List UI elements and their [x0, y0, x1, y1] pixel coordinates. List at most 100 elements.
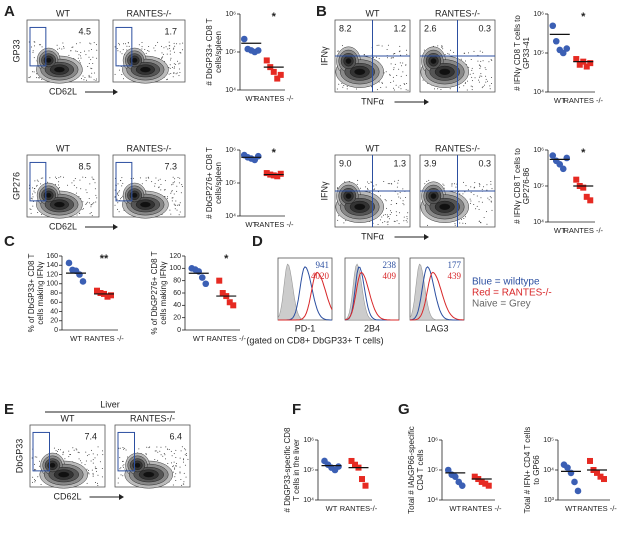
event [459, 222, 461, 224]
event [94, 457, 96, 459]
dot [79, 278, 87, 285]
dot [587, 197, 594, 204]
event [58, 449, 60, 451]
event [367, 187, 369, 189]
event [370, 181, 372, 183]
event [186, 454, 188, 456]
contour [49, 462, 56, 468]
event [97, 446, 99, 448]
event [57, 48, 59, 50]
event [184, 454, 186, 456]
event [147, 50, 149, 52]
event [82, 75, 84, 77]
event [117, 183, 119, 185]
event [81, 462, 83, 464]
event [464, 52, 466, 54]
event [174, 204, 176, 206]
y-tick-label: 10³ [544, 497, 555, 504]
event [93, 79, 95, 81]
gate-value: 6.4 [169, 431, 182, 441]
rantes-curve [278, 271, 333, 321]
y-tick-label: 10⁴ [225, 213, 236, 220]
event [174, 476, 176, 478]
event [490, 59, 492, 61]
event [399, 212, 401, 214]
x-arrowhead [119, 494, 124, 500]
y-tick-label: 20 [50, 318, 58, 325]
event [173, 72, 175, 74]
event [405, 219, 407, 221]
event [82, 176, 84, 178]
y-label: # IFNγ CD8 T cells to [513, 15, 522, 91]
flow-header: RANTES-/- [130, 413, 175, 423]
y-label: cells making IFNγ [36, 261, 45, 324]
event [386, 214, 388, 216]
event [473, 50, 475, 52]
event [179, 471, 181, 473]
contour [131, 57, 138, 63]
event [166, 448, 168, 450]
event [163, 453, 165, 455]
event [434, 88, 436, 90]
event [181, 184, 183, 186]
event [386, 221, 388, 223]
event [402, 200, 404, 202]
event [83, 79, 85, 81]
event [101, 468, 103, 470]
event [394, 53, 396, 55]
event [185, 452, 187, 454]
panel-label: B [316, 3, 327, 20]
event [29, 76, 31, 78]
event [173, 193, 175, 195]
event [473, 203, 475, 205]
quadrant-value: 1.3 [393, 158, 406, 168]
event [385, 71, 387, 73]
event [94, 468, 96, 470]
event [398, 68, 400, 70]
event [343, 222, 345, 224]
event [462, 222, 464, 224]
dot [549, 152, 557, 159]
event [58, 186, 60, 188]
event [394, 180, 396, 182]
dot [274, 75, 281, 82]
event [337, 188, 339, 190]
event [62, 42, 64, 44]
event [68, 54, 70, 56]
event [390, 212, 392, 214]
contour [143, 471, 155, 478]
event [148, 45, 150, 47]
event [178, 75, 180, 77]
event [464, 191, 466, 193]
dot [485, 482, 492, 489]
event [163, 189, 165, 191]
event [162, 56, 164, 58]
dot [552, 37, 560, 45]
event [116, 192, 118, 194]
event [385, 207, 387, 209]
quadrant-value: 0.3 [478, 23, 491, 33]
event [61, 48, 63, 50]
event [172, 76, 174, 78]
event [40, 44, 42, 46]
event [341, 45, 343, 47]
event [460, 218, 462, 220]
event [87, 66, 89, 68]
x-tick-label: WT [245, 94, 257, 103]
event [389, 73, 391, 75]
event [117, 194, 119, 196]
event [485, 81, 487, 83]
event [179, 211, 181, 213]
event [176, 190, 178, 192]
event [92, 453, 94, 455]
x-tick-label: RANTES -/- [84, 334, 124, 343]
wt-curve [409, 266, 464, 321]
event [173, 453, 175, 455]
event [172, 183, 174, 185]
event [171, 455, 173, 457]
y-tick-label: 10⁶ [533, 147, 544, 154]
event [471, 69, 473, 71]
event [72, 46, 74, 48]
y-tick-label: 10⁶ [225, 147, 236, 154]
event [123, 466, 125, 468]
